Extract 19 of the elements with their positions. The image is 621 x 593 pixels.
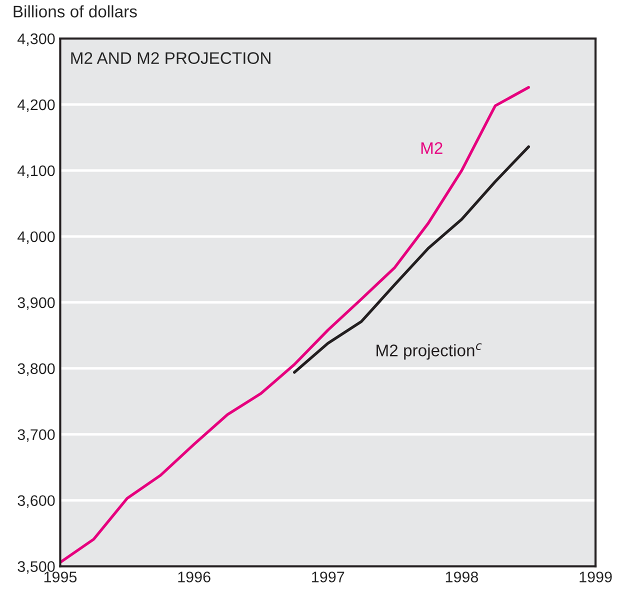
x-tick-label: 1997 — [312, 572, 344, 582]
text: M2 AND M2 PROJECTION — [71, 52, 270, 64]
x-tick-label: 1998 — [446, 572, 478, 582]
y-tick-label: 4,000 — [18, 231, 55, 244]
x-tick-label: 1996 — [178, 572, 210, 582]
x-tick-label: 1999 — [580, 572, 612, 582]
y-tick-label: 3,500 — [18, 561, 55, 574]
y-tick-label: 4,200 — [18, 99, 55, 112]
y-tick-label: 3,900 — [18, 297, 55, 310]
y-tick-label: 3,700 — [18, 429, 55, 442]
y-tick-label: 3,800 — [18, 363, 55, 376]
y-tick-label: 4,100 — [18, 165, 55, 178]
y-tick-label: 4,300 — [18, 33, 55, 46]
y-tick-label: 3,600 — [18, 495, 55, 508]
line-series — [60, 86, 530, 564]
series-label: M2 projection$^{c}$ — [376, 343, 482, 360]
x-tick-label: 1995 — [44, 572, 77, 582]
series-label: M2 — [421, 142, 442, 154]
y-axis-title: Billions of dollars — [14, 5, 137, 18]
